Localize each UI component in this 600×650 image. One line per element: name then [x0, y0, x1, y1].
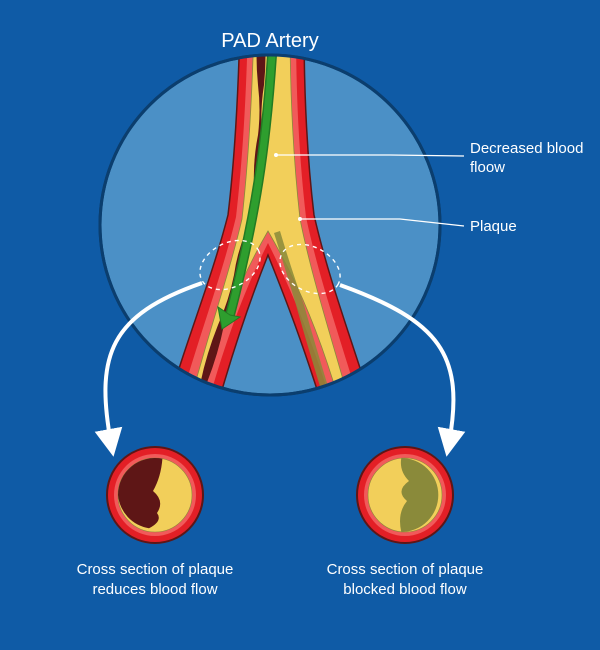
diagram-canvas: PAD Artery Decreased blood floow Plaque … — [0, 0, 600, 650]
diagram-svg — [0, 0, 600, 650]
label-decreased-flow: Decreased blood floow — [470, 140, 600, 178]
caption-cross-section-left: Cross section of plaque reduces blood fl… — [75, 560, 235, 599]
label-plaque: Plaque — [470, 218, 517, 237]
leader-dot-1 — [274, 153, 278, 157]
main-title: PAD Artery — [170, 30, 370, 53]
leader-dot-2 — [298, 217, 302, 221]
caption-cross-section-right: Cross section of plaque blocked blood fl… — [325, 560, 485, 599]
